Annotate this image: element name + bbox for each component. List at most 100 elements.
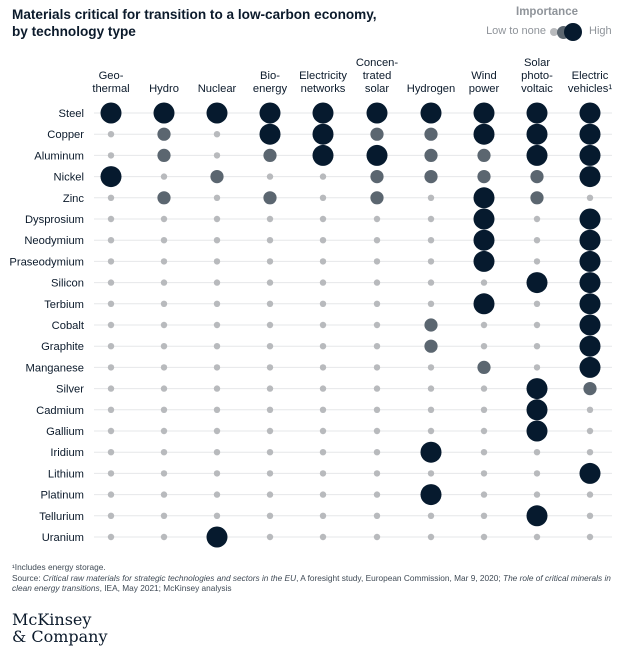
importance-dot	[420, 102, 442, 124]
importance-dot	[579, 208, 601, 230]
importance-dot	[157, 191, 171, 205]
importance-dot	[160, 173, 168, 180]
logo-line-1: McKinsey	[12, 610, 92, 629]
chart-title: Materials critical for transition to a l…	[12, 7, 377, 39]
importance-dot	[370, 170, 384, 184]
importance-dot	[160, 279, 168, 286]
importance-dot	[427, 470, 435, 477]
importance-dot	[312, 102, 334, 124]
importance-dot	[213, 279, 221, 286]
importance-dot	[160, 300, 168, 307]
importance-dot	[579, 272, 601, 294]
importance-dot	[213, 300, 221, 307]
row-label: Copper	[47, 129, 84, 141]
importance-dot	[319, 427, 327, 435]
importance-dot	[160, 470, 168, 477]
column-header-label: Bio-	[260, 70, 280, 82]
importance-dot	[480, 449, 488, 456]
importance-dot	[427, 364, 435, 371]
footnote: ¹Includes energy storage.	[12, 562, 106, 572]
importance-dot	[319, 279, 327, 286]
importance-dot	[160, 512, 168, 519]
importance-dot	[480, 279, 488, 286]
importance-dot	[319, 173, 327, 180]
importance-dot	[473, 250, 495, 272]
importance-dot	[427, 258, 435, 265]
row-label: Iridium	[50, 447, 84, 459]
importance-dot	[107, 385, 115, 392]
importance-dot	[157, 148, 171, 162]
importance-dot	[213, 343, 221, 350]
importance-dot	[427, 427, 435, 435]
importance-dot	[579, 123, 601, 145]
importance-dot	[473, 208, 495, 230]
importance-dot	[579, 314, 601, 336]
row-label: Steel	[59, 108, 85, 120]
importance-dot	[373, 321, 381, 329]
row-label: Graphite	[41, 341, 84, 353]
column-header-label: Solar	[524, 57, 550, 69]
importance-dot	[427, 194, 435, 201]
row-label: Gallium	[46, 426, 84, 438]
row-label: Cadmium	[36, 405, 84, 417]
importance-dot	[526, 420, 548, 442]
importance-dot	[373, 385, 381, 392]
importance-dot	[583, 382, 597, 396]
importance-dot	[107, 321, 115, 329]
column-header-label: Geo-	[99, 70, 124, 82]
importance-dot	[213, 237, 221, 244]
importance-dot	[107, 449, 115, 456]
importance-dot	[263, 191, 277, 205]
importance-dot	[586, 491, 594, 498]
importance-dot	[373, 427, 381, 435]
importance-dot	[373, 512, 381, 519]
importance-dot	[480, 343, 488, 350]
importance-dot	[266, 449, 274, 456]
importance-dot	[533, 364, 541, 371]
importance-dot	[107, 237, 115, 244]
column-header-label: vehicles¹	[568, 83, 612, 95]
importance-dot	[373, 533, 381, 541]
importance-dot	[424, 318, 438, 332]
column-header-label: voltaic	[521, 83, 553, 95]
importance-dot	[157, 127, 171, 141]
importance-dot	[424, 170, 438, 184]
importance-dot	[373, 300, 381, 307]
importance-dot	[319, 385, 327, 392]
source-prefix: Source:	[12, 573, 43, 583]
importance-dot	[427, 533, 435, 541]
importance-dot	[263, 148, 277, 162]
importance-dot	[160, 449, 168, 456]
importance-dot	[100, 166, 122, 188]
mckinsey-logo: McKinsey & Company	[12, 611, 108, 645]
importance-dot	[533, 300, 541, 307]
importance-dot	[213, 406, 221, 413]
importance-dot	[477, 360, 491, 374]
legend-low-dot-icon	[550, 28, 558, 36]
importance-dot	[266, 215, 274, 223]
importance-dot	[266, 279, 274, 286]
importance-dot	[266, 300, 274, 307]
importance-dot	[530, 191, 544, 205]
importance-dot	[586, 512, 594, 519]
importance-dot	[319, 194, 327, 201]
importance-dot	[480, 533, 488, 541]
row-label: Silver	[56, 384, 84, 396]
row-label: Zinc	[63, 193, 85, 205]
importance-dot	[160, 364, 168, 371]
row-label: Platinum	[40, 490, 84, 502]
importance-dot	[424, 127, 438, 141]
importance-dot	[579, 144, 601, 166]
row-label: Nickel	[54, 172, 84, 184]
legend-low-label: Low to none	[486, 25, 546, 37]
row-label: Manganese	[26, 362, 84, 374]
importance-dot	[366, 102, 388, 124]
importance-dot	[533, 491, 541, 498]
importance-dot	[526, 123, 548, 145]
importance-dot	[427, 512, 435, 519]
importance-dot	[579, 229, 601, 251]
importance-dot	[579, 293, 601, 315]
source-ref1-rest: , A foresight study, European Commission…	[296, 573, 503, 583]
importance-dot	[160, 533, 168, 541]
importance-dot	[533, 258, 541, 265]
